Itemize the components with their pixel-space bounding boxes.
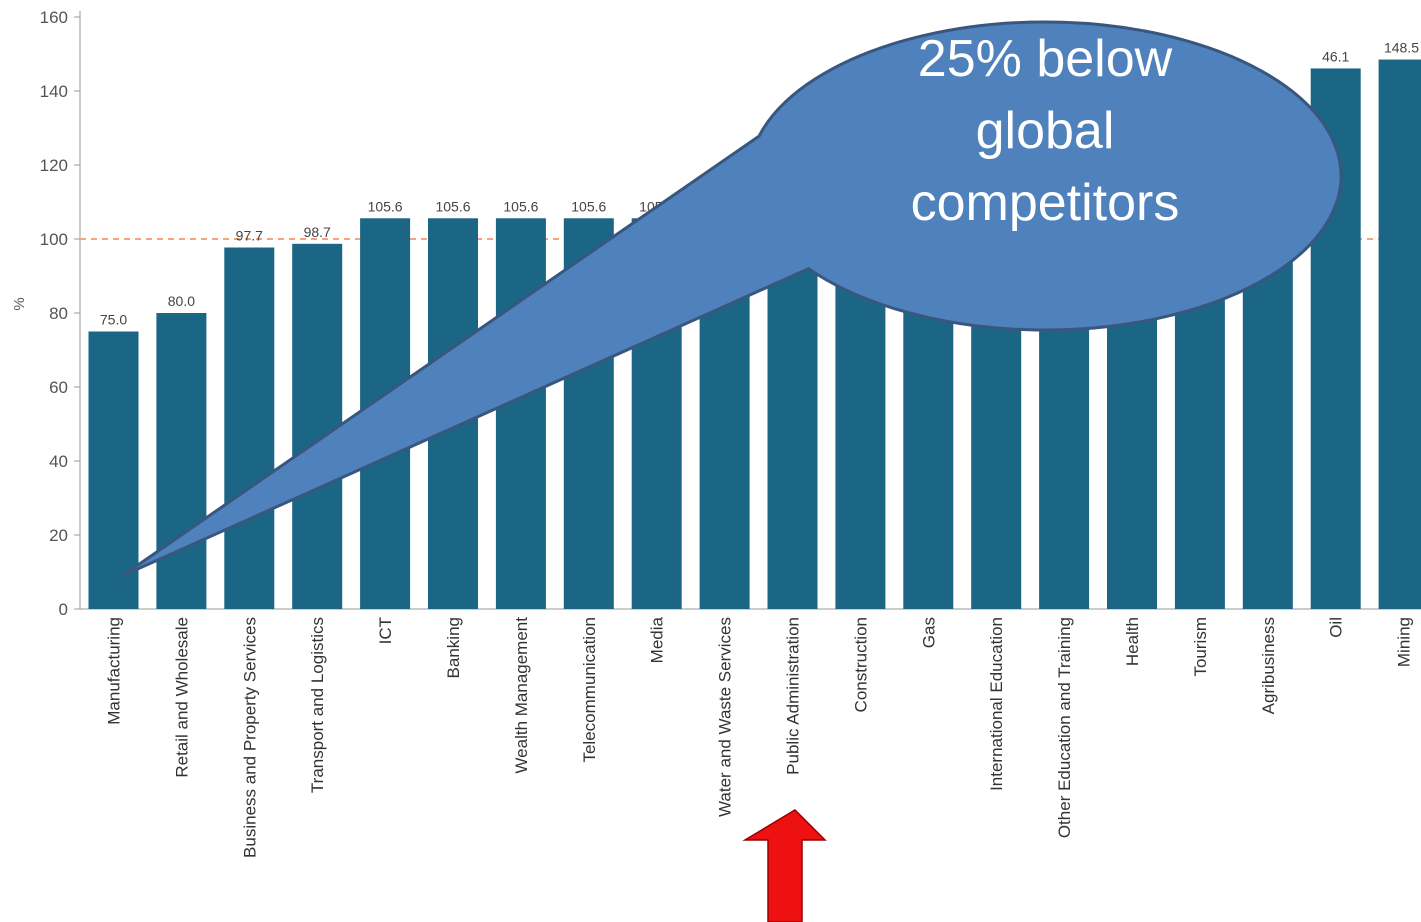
x-tick-label: Agribusiness	[1259, 617, 1278, 714]
bar-value-label: 46.1	[1322, 48, 1349, 64]
x-tick-label: Mining	[1395, 617, 1414, 667]
bar	[88, 331, 139, 609]
x-tick-label: Business and Property Services	[240, 617, 259, 858]
x-tick-label: Manufacturing	[105, 617, 124, 725]
bar-value-label: 105.6	[435, 198, 470, 214]
bar-value-label: 98.7	[304, 224, 331, 240]
x-tick-label: Telecommunication	[580, 617, 599, 763]
y-tick-label: 140	[40, 82, 68, 101]
x-tick-label: Health	[1123, 617, 1142, 666]
x-tick-label: ICT	[376, 617, 395, 644]
bar	[292, 243, 343, 609]
callout-shape	[121, 20, 1343, 578]
bar	[1378, 59, 1421, 610]
y-axis-label: %	[11, 297, 28, 310]
bar-value-label: 148.5	[1384, 40, 1419, 56]
bar-value-label: 105.6	[571, 198, 606, 214]
red-up-arrow	[742, 809, 827, 922]
bar-value-label: 97.7	[236, 228, 263, 244]
x-tick-label: Oil	[1327, 617, 1346, 638]
x-tick-label: International Education	[987, 617, 1006, 791]
x-tick-label: Banking	[444, 617, 463, 678]
x-tick-label: Gas	[919, 617, 938, 648]
callout-bubble: 25% below global competitors	[121, 20, 1343, 578]
callout-text: 25% below global competitors	[911, 30, 1180, 232]
y-tick-label: 80	[49, 304, 68, 323]
bar-value-label: 105.6	[503, 198, 538, 214]
bar-value-label: 75.0	[100, 312, 127, 328]
y-tick-label: 60	[49, 378, 68, 397]
y-tick-label: 100	[40, 230, 68, 249]
x-tick-label: Water and Waste Services	[716, 617, 735, 817]
x-tick-label: Wealth Management	[512, 617, 531, 774]
bar	[224, 247, 275, 609]
bar	[495, 218, 546, 609]
y-tick-label: 120	[40, 156, 68, 175]
y-tick-label: 0	[59, 600, 68, 619]
callout-line: 25% below	[918, 30, 1173, 88]
callout-line: competitors	[911, 174, 1180, 232]
x-tick-label: Retail and Wholesale	[172, 617, 191, 778]
y-tick-label: 160	[40, 8, 68, 27]
x-tick-label: Other Education and Training	[1055, 617, 1074, 838]
bar	[156, 313, 207, 609]
y-tick-label: 20	[49, 526, 68, 545]
x-tick-label: Transport and Logistics	[308, 617, 327, 793]
callout-line: global	[976, 102, 1115, 160]
bar-value-label: 105.6	[368, 198, 403, 214]
y-tick-label: 40	[49, 452, 68, 471]
bars	[88, 59, 1421, 610]
x-tick-label: Media	[648, 616, 667, 663]
x-axis-labels: Manufacturing Retail and Wholesale Busines…	[105, 616, 1414, 857]
x-tick-label: Public Administration	[784, 617, 803, 775]
bar-value-label: 80.0	[168, 293, 195, 309]
x-tick-label: Tourism	[1191, 617, 1210, 677]
x-tick-label: Construction	[851, 617, 870, 712]
